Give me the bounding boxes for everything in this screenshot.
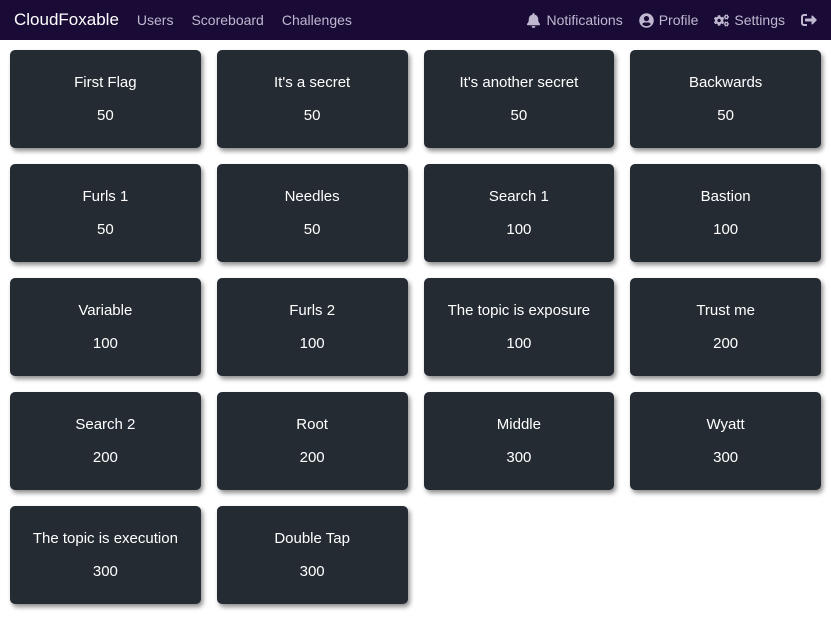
challenge-title: It's another secret	[459, 74, 578, 91]
challenge-card[interactable]: It's a secret 50	[217, 50, 408, 148]
challenge-points: 100	[506, 335, 531, 352]
challenge-title: Bastion	[701, 188, 751, 205]
cogs-icon	[714, 13, 729, 28]
challenge-card[interactable]: Bastion 100	[630, 164, 821, 262]
challenge-card[interactable]: Furls 1 50	[10, 164, 201, 262]
challenge-title: Double Tap	[274, 530, 350, 547]
challenge-card[interactable]: It's another secret 50	[424, 50, 615, 148]
challenge-title: Search 2	[75, 416, 135, 433]
nav-right-group: Notifications Profile Settings	[526, 12, 817, 28]
nav-settings[interactable]: Settings	[714, 12, 785, 28]
challenge-card[interactable]: Wyatt 300	[630, 392, 821, 490]
brand-logo[interactable]: CloudFoxable	[14, 10, 119, 30]
challenge-points: 100	[713, 221, 738, 238]
nav-profile[interactable]: Profile	[639, 12, 699, 28]
nav-notifications-label: Notifications	[546, 12, 622, 28]
challenge-points: 50	[511, 107, 528, 124]
challenge-points: 300	[506, 449, 531, 466]
challenge-points: 300	[93, 563, 118, 580]
challenge-card[interactable]: The topic is execution 300	[10, 506, 201, 604]
top-navbar: CloudFoxable Users Scoreboard Challenges…	[0, 0, 831, 40]
challenge-card[interactable]: Furls 2 100	[217, 278, 408, 376]
challenge-points: 100	[506, 221, 531, 238]
challenge-card[interactable]: First Flag 50	[10, 50, 201, 148]
challenge-title: It's a secret	[274, 74, 350, 91]
nav-notifications[interactable]: Notifications	[526, 12, 622, 28]
challenge-card[interactable]: Trust me 200	[630, 278, 821, 376]
challenge-title: The topic is execution	[33, 530, 178, 547]
challenge-title: First Flag	[74, 74, 137, 91]
challenge-title: Middle	[497, 416, 541, 433]
nav-link-scoreboard[interactable]: Scoreboard	[191, 12, 263, 28]
challenge-title: Backwards	[689, 74, 762, 91]
challenge-grid: First Flag50It's a secret50It's another …	[10, 50, 821, 604]
challenge-card[interactable]: Search 2 200	[10, 392, 201, 490]
nav-left-group: Users Scoreboard Challenges	[137, 12, 352, 28]
user-circle-icon	[639, 13, 654, 28]
challenges-section: First Flag50It's a secret50It's another …	[0, 40, 831, 614]
challenge-title: Needles	[285, 188, 340, 205]
challenge-title: Furls 1	[82, 188, 128, 205]
challenge-card[interactable]: Root 200	[217, 392, 408, 490]
challenge-card[interactable]: Middle 300	[424, 392, 615, 490]
challenge-points: 50	[97, 221, 114, 238]
challenge-points: 100	[93, 335, 118, 352]
nav-settings-label: Settings	[734, 12, 785, 28]
challenge-card[interactable]: Search 1 100	[424, 164, 615, 262]
sign-out-icon	[801, 12, 817, 28]
challenge-card[interactable]: Backwards 50	[630, 50, 821, 148]
challenge-points: 200	[93, 449, 118, 466]
challenge-title: Trust me	[696, 302, 755, 319]
nav-link-users[interactable]: Users	[137, 12, 174, 28]
challenge-points: 50	[304, 221, 321, 238]
challenge-points: 200	[713, 335, 738, 352]
challenge-points: 100	[300, 335, 325, 352]
challenge-card[interactable]: Double Tap 300	[217, 506, 408, 604]
challenge-card[interactable]: The topic is exposure 100	[424, 278, 615, 376]
challenge-points: 50	[97, 107, 114, 124]
nav-logout[interactable]	[801, 12, 817, 28]
challenge-points: 50	[717, 107, 734, 124]
challenge-title: Variable	[78, 302, 132, 319]
challenge-card[interactable]: Variable 100	[10, 278, 201, 376]
challenge-points: 50	[304, 107, 321, 124]
challenge-title: Search 1	[489, 188, 549, 205]
challenge-title: The topic is exposure	[448, 302, 591, 319]
challenge-points: 300	[713, 449, 738, 466]
challenge-title: Furls 2	[289, 302, 335, 319]
challenge-title: Root	[296, 416, 328, 433]
bell-icon	[526, 13, 541, 28]
nav-profile-label: Profile	[659, 12, 699, 28]
nav-link-challenges[interactable]: Challenges	[282, 12, 352, 28]
challenge-points: 200	[300, 449, 325, 466]
challenge-card[interactable]: Needles 50	[217, 164, 408, 262]
challenge-title: Wyatt	[707, 416, 745, 433]
challenge-points: 300	[300, 563, 325, 580]
